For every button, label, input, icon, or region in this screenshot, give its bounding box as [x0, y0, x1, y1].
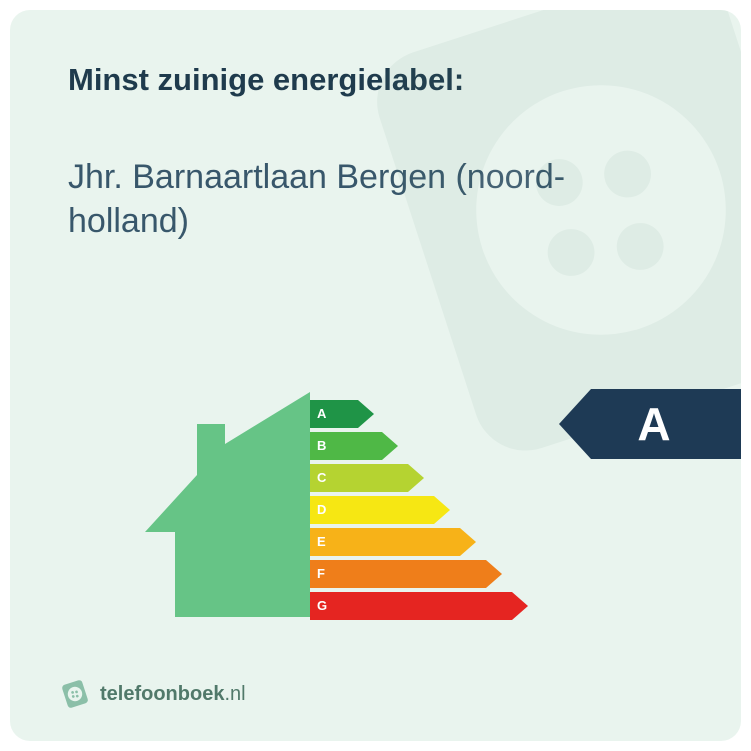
bar-body: [310, 496, 450, 524]
bar-label: E: [317, 528, 326, 556]
bar-body: [310, 464, 424, 492]
card-title: Minst zuinige energielabel:: [68, 62, 683, 98]
bar-body: [310, 528, 476, 556]
bar-rect: [310, 496, 434, 524]
energy-chart: ABCDEFG A: [10, 380, 741, 640]
house-icon: [145, 392, 310, 617]
badge-letter: A: [637, 401, 670, 447]
bar-arrow-icon: [382, 432, 398, 460]
bar-rect: [310, 560, 486, 588]
footer: telefoonboek.nl: [60, 679, 246, 709]
bar-label: D: [317, 496, 326, 524]
bar-label: G: [317, 592, 327, 620]
badge-body: A: [591, 389, 741, 459]
bar-arrow-icon: [512, 592, 528, 620]
bar-arrow-icon: [358, 400, 374, 428]
bar-rect: [310, 528, 460, 556]
footer-brand-light: .nl: [224, 683, 245, 705]
bar-arrow-icon: [486, 560, 502, 588]
rating-badge: A: [559, 389, 741, 459]
footer-brand-bold: telefoonboek: [100, 683, 224, 705]
bar-label: A: [317, 400, 326, 428]
bar-label: F: [317, 560, 325, 588]
bar-body: [310, 560, 502, 588]
bar-body: [310, 592, 528, 620]
bar-arrow-icon: [434, 496, 450, 524]
bar-label: C: [317, 464, 326, 492]
bar-arrow-icon: [408, 464, 424, 492]
bar-label: B: [317, 432, 326, 460]
bar-rect: [310, 592, 512, 620]
footer-text: telefoonboek.nl: [100, 683, 246, 706]
footer-logo-icon: [60, 679, 90, 709]
card-subtitle: Jhr. Barnaartlaan Bergen (noord-holland): [68, 156, 683, 243]
badge-arrow-icon: [559, 389, 591, 459]
bar-arrow-icon: [460, 528, 476, 556]
energy-label-card: Minst zuinige energielabel: Jhr. Barnaar…: [10, 10, 741, 741]
